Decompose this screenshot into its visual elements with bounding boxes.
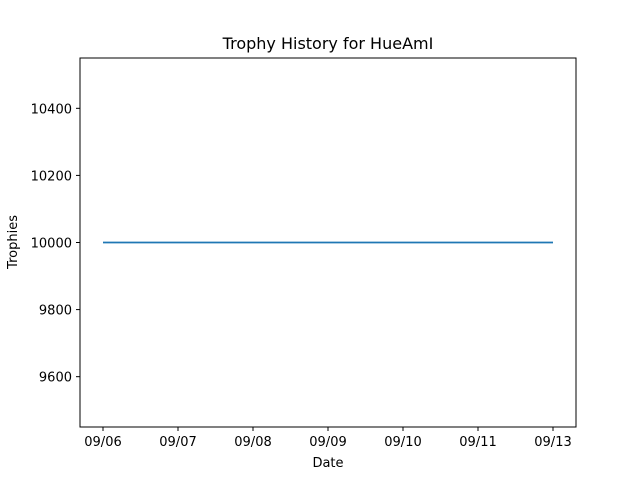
x-tick-label: 09/13 bbox=[534, 435, 571, 450]
x-tick-label: 09/09 bbox=[309, 435, 346, 450]
x-tick-label: 09/10 bbox=[384, 435, 421, 450]
chart-title: Trophy History for HueAmI bbox=[222, 34, 434, 53]
x-axis-label: Date bbox=[312, 456, 343, 471]
y-axis-label: Trophies bbox=[6, 215, 21, 270]
y-tick-label: 10400 bbox=[31, 102, 72, 117]
x-tick-label: 09/06 bbox=[84, 435, 121, 450]
y-tick-label: 9600 bbox=[39, 371, 72, 386]
x-tick-label: 09/11 bbox=[459, 435, 496, 450]
y-tick-label: 10200 bbox=[31, 169, 72, 184]
y-tick-label: 9800 bbox=[39, 304, 72, 319]
y-tick-label: 10000 bbox=[31, 237, 72, 252]
x-axis-ticks: 09/06 09/07 09/08 09/09 09/10 09/11 09/13 bbox=[84, 427, 572, 450]
y-axis-ticks: 9600 9800 10000 10200 10400 bbox=[31, 102, 80, 386]
x-tick-label: 09/07 bbox=[159, 435, 196, 450]
plot-frame bbox=[79, 57, 577, 428]
x-tick-label: 09/08 bbox=[234, 435, 271, 450]
